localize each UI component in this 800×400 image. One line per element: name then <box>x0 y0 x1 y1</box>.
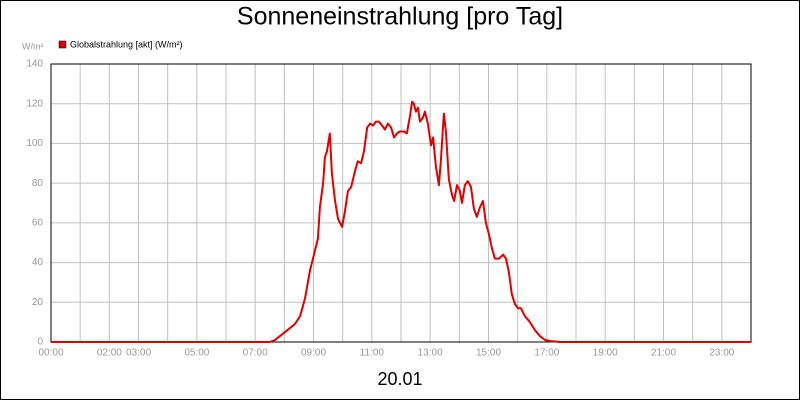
legend-swatch <box>58 40 67 49</box>
plot-border <box>50 63 752 343</box>
y-tick-label: 40 <box>32 257 44 268</box>
x-tick-label: 19:00 <box>593 348 618 359</box>
x-tick-label: 23:00 <box>709 348 734 359</box>
legend-label: Globalstrahlung [akt] (W/m²) <box>70 39 183 49</box>
y-unit: W/m² <box>22 41 44 51</box>
x-tick-label: 02:00 <box>97 348 122 359</box>
line <box>51 100 751 343</box>
x-tick-label: 03:00 <box>126 348 151 359</box>
x-tick-label: 05:00 <box>184 348 209 359</box>
y-tick-label: 120 <box>26 98 43 109</box>
x-axis-label: 20.01 <box>377 369 422 389</box>
x-tick-label: 00:00 <box>38 348 63 359</box>
x-tick-label: 11:00 <box>360 348 385 359</box>
x-tick-label: 09:00 <box>301 348 326 359</box>
chart-title: Sonneneinstrahlung [pro Tag] <box>237 3 563 31</box>
x-tick-label: 15:00 <box>476 348 501 359</box>
y-tick-label: 80 <box>32 178 44 189</box>
y-tick-label: 140 <box>26 59 43 70</box>
x-tick-label: 07:00 <box>243 348 268 359</box>
y-tick-label: 0 <box>37 337 43 348</box>
y-tick-label: 20 <box>32 297 44 308</box>
y-tick-label: 100 <box>26 138 43 149</box>
y-tick-label: 60 <box>32 217 44 228</box>
x-tick-label: 13:00 <box>418 348 443 359</box>
x-tick-label: 21:00 <box>651 348 676 359</box>
x-tick-label: 17:00 <box>534 348 559 359</box>
